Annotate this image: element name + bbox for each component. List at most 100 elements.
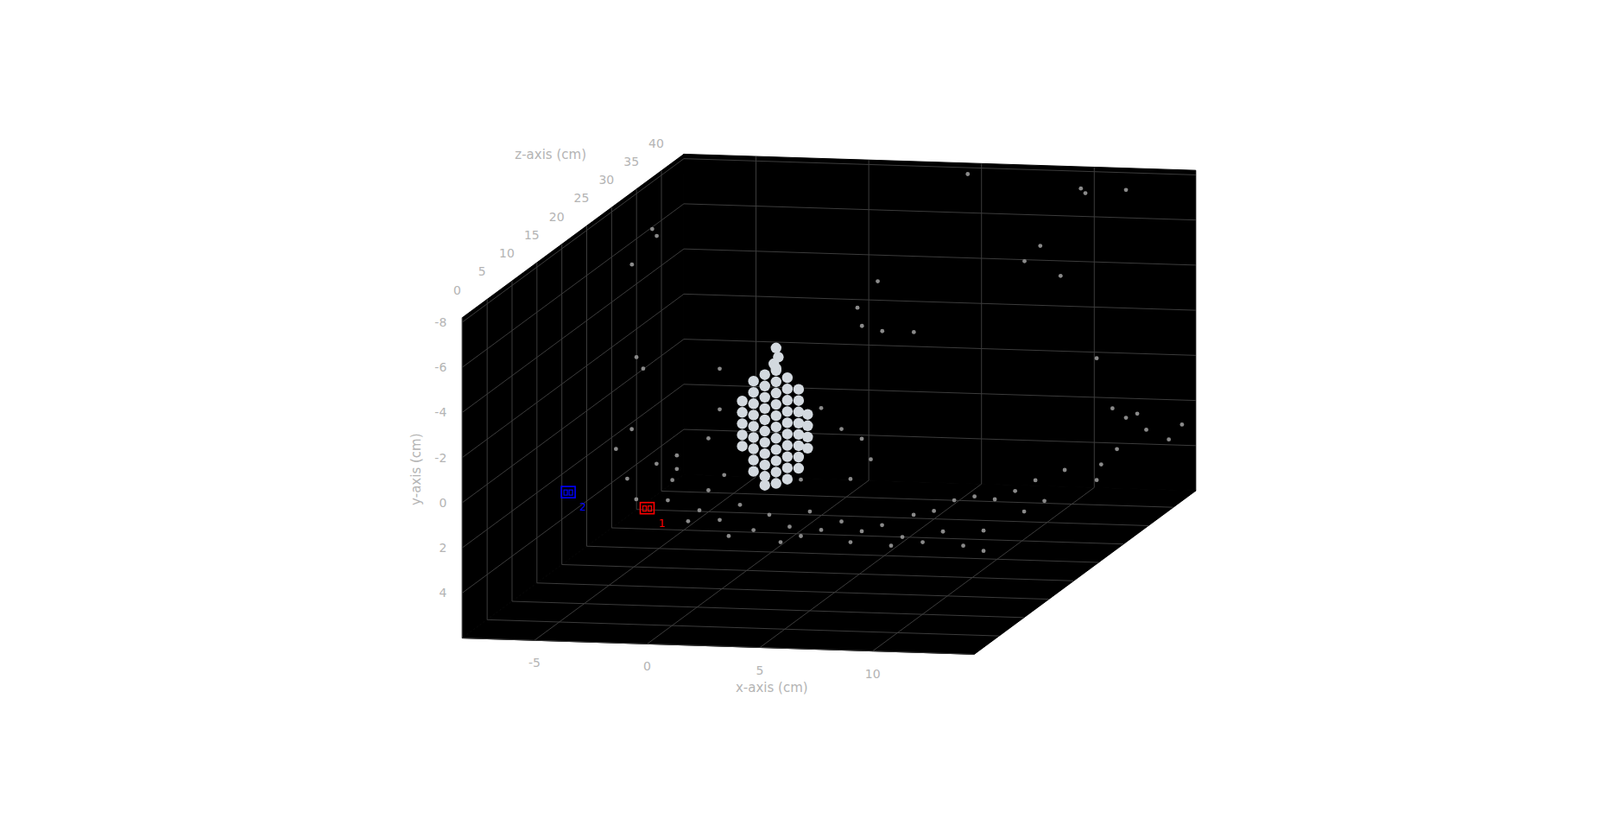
point (625, 476, 630, 481)
point (633, 496, 639, 501)
y-tick-label: -2 (434, 450, 447, 465)
point (1058, 273, 1063, 279)
y-grid-line (461, 293, 684, 457)
point (889, 543, 894, 548)
z-tick-label: 20 (549, 209, 565, 224)
y-tick-label: 0 (438, 495, 447, 510)
point (875, 278, 880, 284)
z-tick-label: 30 (598, 172, 614, 187)
point (759, 369, 771, 380)
point (1062, 467, 1068, 473)
point (759, 480, 771, 491)
point (771, 376, 782, 387)
point (1124, 187, 1129, 192)
point (771, 477, 782, 488)
z-tick-label: 10 (499, 246, 515, 260)
point (848, 539, 854, 544)
point (759, 380, 771, 392)
point (747, 398, 759, 409)
point (759, 403, 771, 414)
y-grid-line (461, 429, 684, 593)
z-grid-line (611, 207, 613, 528)
background (0, 0, 1600, 838)
z-grid-line (661, 490, 1174, 507)
point (793, 395, 804, 406)
point (654, 233, 659, 239)
point (802, 409, 813, 420)
x-grid-line (646, 480, 869, 644)
point (759, 392, 771, 403)
point (793, 429, 804, 440)
point (787, 524, 792, 529)
point (819, 405, 824, 411)
point (798, 477, 804, 482)
x-tick-label: 5 (756, 663, 765, 677)
point (771, 342, 782, 354)
z-grid-line (587, 545, 1100, 563)
point (941, 529, 946, 534)
point (747, 409, 759, 420)
point (686, 518, 691, 524)
point (736, 406, 747, 418)
point (747, 465, 759, 476)
camera-lens (643, 505, 647, 512)
y-grid-line (461, 158, 684, 323)
point (965, 171, 970, 177)
z-grid-line (461, 638, 974, 655)
point (855, 305, 861, 310)
point (992, 497, 998, 502)
point (1166, 436, 1171, 442)
z-axis-label: z-axis (cm) (514, 146, 587, 163)
point (670, 477, 675, 482)
z-tick-label: 40 (648, 136, 665, 151)
point (747, 375, 759, 386)
x-grid-line (980, 163, 982, 484)
z-grid-line (536, 262, 538, 583)
point (717, 366, 722, 371)
camera-lens (648, 505, 652, 512)
point (613, 446, 619, 451)
point (860, 436, 865, 441)
point (793, 462, 804, 474)
point (747, 454, 759, 465)
point (1094, 355, 1100, 361)
point (782, 394, 793, 405)
point (650, 227, 655, 232)
point (747, 431, 759, 443)
point (793, 417, 804, 429)
camera-lens (569, 489, 573, 495)
y-grid-line (683, 293, 1196, 310)
point (860, 528, 865, 533)
point (879, 522, 885, 527)
camera-label: 1 (658, 517, 666, 530)
point (674, 453, 679, 458)
y-axis-label: y-axis (cm) (408, 432, 424, 505)
point (771, 432, 782, 443)
z-tick-label: 15 (524, 227, 540, 242)
point (782, 461, 793, 473)
y-grid-line (683, 339, 1196, 356)
y-grid-line (683, 248, 1196, 266)
floor-plane (461, 474, 1196, 654)
point (839, 518, 844, 524)
x-grid-line (868, 159, 870, 481)
point (782, 450, 793, 462)
point (759, 414, 771, 425)
point (1099, 461, 1104, 467)
x-axis-label: x-axis (cm) (735, 679, 809, 696)
point (1012, 488, 1018, 494)
z-grid-line (461, 317, 463, 639)
point (771, 421, 782, 432)
x-grid-line (1094, 166, 1095, 487)
y-grid-line (461, 248, 684, 412)
data (561, 171, 1184, 553)
point (771, 410, 782, 421)
z-grid-line (661, 170, 663, 492)
point (819, 527, 824, 532)
point (736, 417, 747, 429)
point (839, 426, 844, 431)
y-tick-label: 2 (438, 540, 447, 555)
point (771, 455, 782, 466)
point (920, 539, 925, 544)
point (848, 476, 854, 481)
